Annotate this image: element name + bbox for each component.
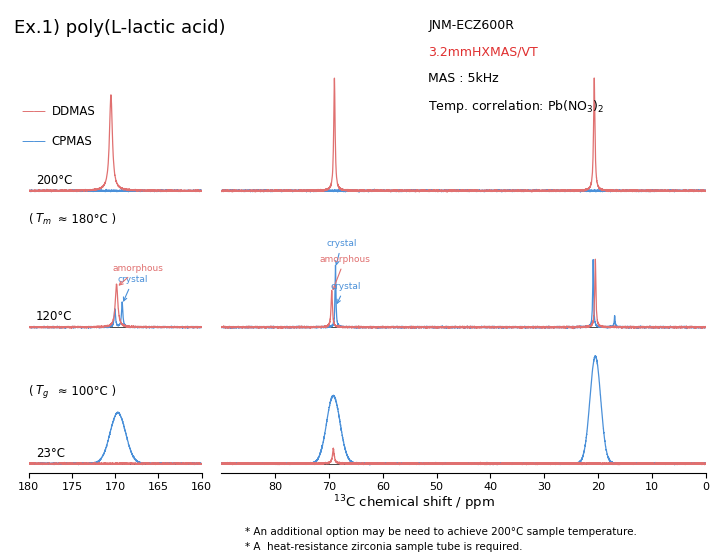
Text: 3.2mmHXMAS/VT: 3.2mmHXMAS/VT (428, 46, 538, 58)
Text: * An additional option may be need to achieve 200°C sample temperature.: * An additional option may be need to ac… (245, 527, 636, 537)
Text: ——: —— (22, 105, 47, 118)
Text: (: ( (29, 213, 37, 226)
Text: 120°C: 120°C (36, 310, 72, 324)
Text: $^{13}$C chemical shift / ppm: $^{13}$C chemical shift / ppm (333, 493, 495, 513)
Text: crystal: crystal (118, 275, 148, 301)
Text: amorphous: amorphous (320, 255, 370, 290)
Text: $T_g$: $T_g$ (35, 384, 49, 400)
Text: Ex.1) poly(L-lactic acid): Ex.1) poly(L-lactic acid) (14, 19, 226, 37)
Text: crystal: crystal (326, 239, 357, 265)
Text: crystal: crystal (330, 282, 361, 303)
Text: ≈ 100°C ): ≈ 100°C ) (54, 385, 116, 399)
Text: MAS : 5kHz: MAS : 5kHz (428, 72, 499, 85)
Text: $T_m$: $T_m$ (35, 212, 51, 227)
Text: * A  heat-resistance zirconia sample tube is required.: * A heat-resistance zirconia sample tube… (245, 542, 522, 552)
Text: JNM-ECZ600R: JNM-ECZ600R (428, 19, 514, 32)
Text: Temp. correlation: Pb(NO$_3$)$_2$: Temp. correlation: Pb(NO$_3$)$_2$ (428, 98, 605, 115)
Text: ——: —— (22, 135, 47, 148)
Text: amorphous: amorphous (112, 264, 163, 285)
Text: ≈ 180°C ): ≈ 180°C ) (54, 213, 116, 226)
Text: 200°C: 200°C (36, 174, 72, 187)
Text: 23°C: 23°C (36, 447, 65, 460)
Text: DDMAS: DDMAS (52, 105, 96, 118)
Text: CPMAS: CPMAS (52, 135, 93, 148)
Text: (: ( (29, 385, 37, 399)
